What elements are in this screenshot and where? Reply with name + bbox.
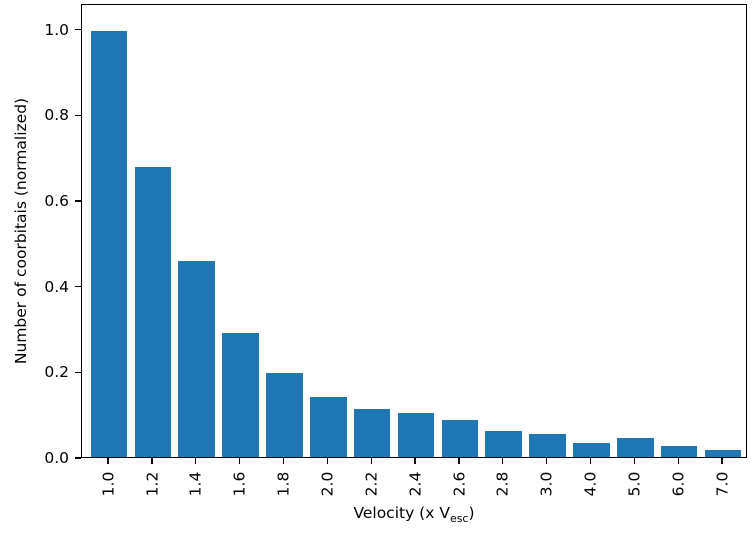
x-tick-mark [502, 458, 504, 464]
x-tick-label: 7.0 [713, 471, 732, 497]
x-axis-label-main: Velocity (x V [353, 504, 450, 522]
bar-7.0 [704, 449, 742, 457]
bar-6.0 [660, 446, 698, 457]
x-tick-label: 1.6 [230, 471, 249, 497]
y-tick-mark [75, 200, 81, 202]
x-tick-mark [326, 458, 328, 464]
x-tick-label: 6.0 [669, 471, 688, 497]
x-tick-mark [633, 458, 635, 464]
y-tick-mark [75, 457, 81, 459]
y-tick-label: 1.0 [44, 20, 69, 39]
x-tick-mark [195, 458, 197, 464]
x-tick-mark [589, 458, 592, 464]
bar-1.4 [178, 260, 215, 457]
x-tick-mark [151, 458, 153, 464]
x-tick-mark [282, 458, 285, 464]
bar-1.6 [222, 333, 259, 457]
x-tick-mark [238, 458, 241, 464]
bar-4.0 [573, 442, 610, 457]
x-tick-label: 4.0 [581, 471, 600, 497]
y-tick-label: 0.0 [44, 449, 69, 467]
bar-2.2 [353, 409, 391, 457]
x-tick-label: 2.0 [318, 471, 337, 497]
y-tick-label: 0.2 [44, 363, 69, 382]
bar-2.0 [310, 396, 347, 457]
x-tick-mark [545, 458, 548, 464]
x-tick-mark [458, 458, 460, 464]
y-tick-label: 0.4 [44, 277, 69, 296]
x-axis-label: Velocity (x Vesc) [264, 502, 564, 530]
bar-1.2 [134, 167, 172, 457]
plot-area [81, 4, 747, 458]
y-tick-mark [75, 371, 81, 373]
bar-2.8 [485, 430, 523, 457]
x-axis-label-subscript: esc [449, 512, 469, 525]
y-tick-mark [75, 29, 81, 31]
x-tick-mark [721, 458, 723, 464]
bar-2.4 [397, 413, 435, 457]
x-tick-mark [677, 458, 679, 464]
x-tick-mark [107, 458, 109, 464]
bar-1.8 [266, 373, 303, 457]
x-tick-label: 1.0 [99, 471, 117, 497]
x-tick-label: 2.6 [449, 471, 468, 497]
x-tick-label: 5.0 [625, 471, 644, 497]
x-tick-label: 3.0 [537, 471, 556, 497]
y-tick-mark [75, 114, 81, 116]
x-tick-label: 1.2 [142, 471, 161, 497]
bar-3.0 [529, 434, 566, 457]
y-tick-label: 0.8 [44, 106, 69, 125]
x-tick-mark [414, 458, 416, 464]
x-axis-label-end: ) [468, 504, 475, 522]
x-tick-label: 2.2 [362, 471, 381, 497]
bar-1.0 [90, 30, 128, 457]
x-tick-label: 2.4 [406, 471, 425, 497]
bar-5.0 [617, 437, 654, 457]
x-tick-label: 1.4 [186, 471, 205, 497]
bar-2.6 [441, 419, 479, 457]
y-tick-label: 0.6 [44, 192, 69, 211]
x-tick-label: 2.8 [493, 471, 512, 497]
y-axis-label: Number of coorbitais (normalized) [12, 97, 30, 365]
y-tick-mark [75, 286, 81, 288]
x-tick-mark [370, 458, 372, 464]
x-tick-label: 1.8 [274, 471, 293, 497]
